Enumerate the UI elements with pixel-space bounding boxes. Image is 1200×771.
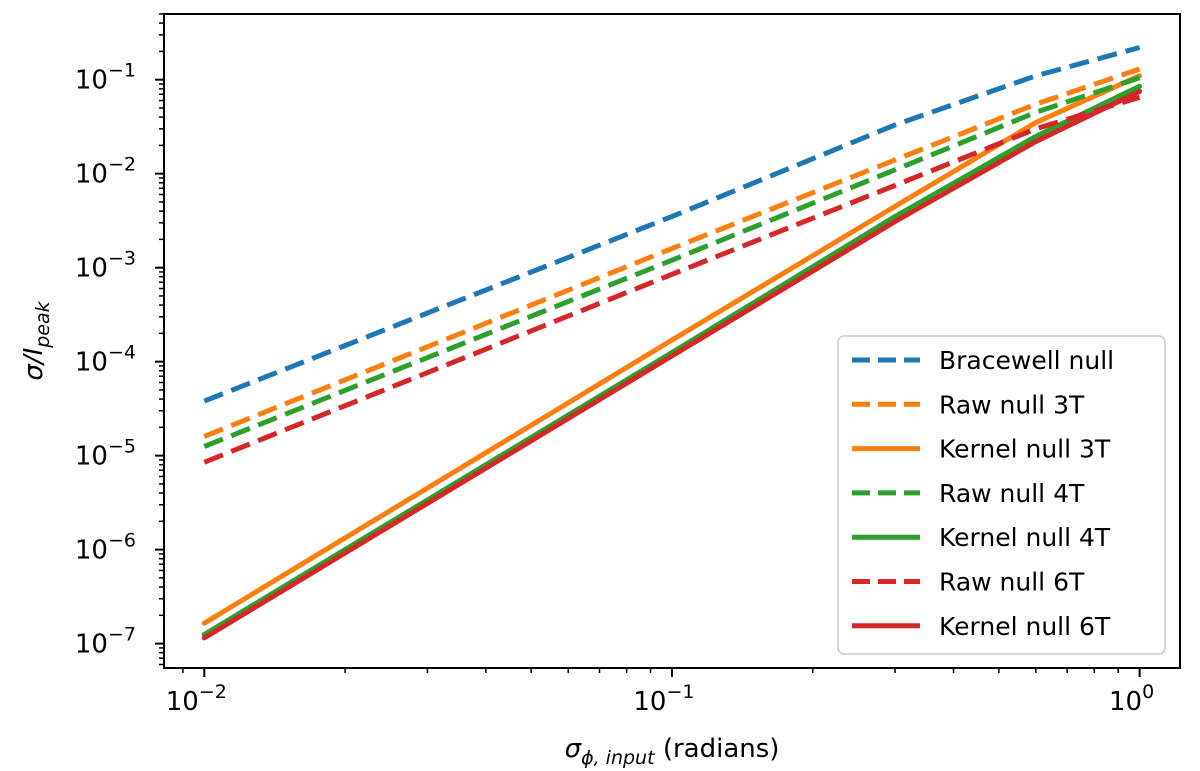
series-line-raw-null-6t (203, 94, 1141, 465)
x-axis-label: σϕ, input (radians) (565, 734, 780, 769)
series-layer (201, 45, 1143, 641)
legend-box (837, 335, 1166, 655)
y-tick-label: 10−1 (75, 60, 136, 96)
legend-label: Raw null 3T (939, 390, 1085, 419)
y-tick-label: 10−2 (75, 154, 136, 190)
series-line-bracewell-null (203, 45, 1141, 404)
y-tick-label: 10−6 (75, 530, 136, 566)
legend-label: Kernel null 6T (939, 612, 1111, 641)
x-tick-label: 100 (1109, 681, 1154, 717)
y-tick-label: 10−7 (75, 624, 136, 660)
y-axis-label: σ/Ipeak (19, 300, 54, 380)
legend-label: Raw null 4T (939, 479, 1085, 508)
legend-label: Bracewell null (939, 346, 1114, 375)
x-tick-label: 10−2 (166, 681, 227, 717)
legend-label: Raw null 6T (939, 568, 1085, 597)
legend-label: Kernel null 3T (939, 435, 1111, 464)
y-tick-label: 10−4 (75, 342, 136, 378)
ticks-layer: 10−2 10−1 100 10−7 10−6 10−5 10−4 10−3 10−2 10−1 (75, 13, 1154, 717)
y-tick-label: 10−5 (75, 436, 136, 472)
series-line-kernel-null-3t (201, 73, 1143, 626)
series-line-kernel-null-6t (201, 88, 1143, 641)
x-tick-label: 10−1 (633, 681, 694, 717)
y-tick-label: 10−3 (75, 248, 136, 284)
legend: Bracewell null Raw null 3T Kernel null 3T R… (837, 335, 1166, 655)
series-line-raw-null-3t (203, 66, 1141, 439)
series-line-raw-null-4t (203, 75, 1141, 449)
legend-label: Kernel null 4T (939, 523, 1111, 552)
